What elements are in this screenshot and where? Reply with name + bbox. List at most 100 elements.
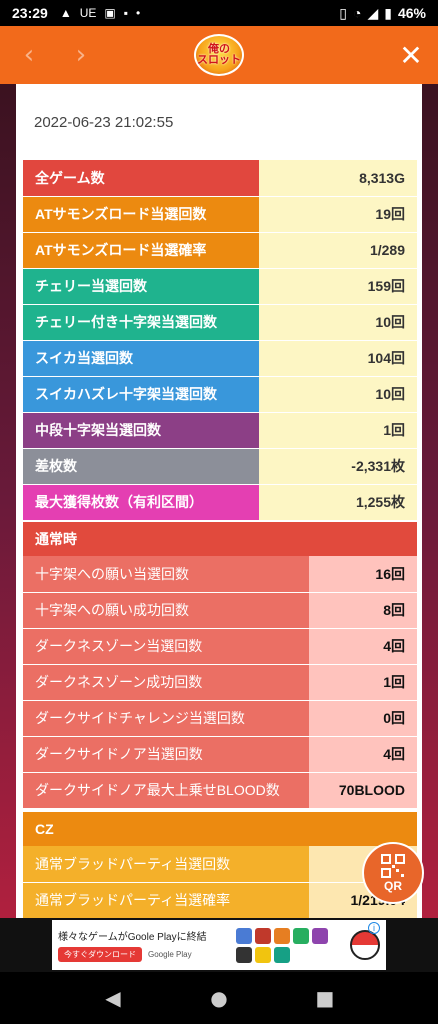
table-row: 十字架への願い成功回数 8回: [23, 592, 417, 629]
game-tile-icon: [255, 927, 271, 944]
logo-text: 俺の スロット: [197, 43, 241, 66]
section-title-normal: 通常時: [23, 522, 417, 556]
table-row: ダークサイドチャレンジ当選回数 0回: [23, 700, 417, 737]
status-bar: 23:29 ▲ UE ▣ ▪ • ▯ ◔ ◢ ▮ 46%: [0, 0, 438, 26]
row-value: 1/289: [259, 232, 417, 269]
back-arrow-icon[interactable]: ‹: [23, 40, 35, 70]
ue-label: UE: [79, 6, 97, 20]
row-value: 70BLOOD: [309, 772, 417, 809]
table-row: スイカ当選回数 104回: [23, 340, 417, 377]
clock: 23:29: [12, 5, 48, 21]
row-label: ATサモンズロード当選回数: [23, 196, 259, 233]
row-value: 4回: [309, 736, 417, 773]
table-row: 中段十字架当選回数 1回: [23, 412, 417, 449]
pokeball-icon: [350, 930, 380, 960]
row-value: 19回: [259, 196, 417, 233]
ad-content[interactable]: 様々なゲームがGoole Playに終結 今すぐダウンロード Google Pl…: [52, 920, 386, 970]
battery-percent: 46%: [397, 5, 426, 21]
row-label: チェリー当選回数: [23, 268, 259, 305]
section-title-cz: CZ: [23, 812, 417, 846]
ad-game-tiles: [236, 927, 346, 963]
game-tile-icon: [274, 927, 290, 944]
row-label: 差枚数: [23, 448, 259, 485]
recents-nav-icon[interactable]: ■: [315, 986, 335, 1010]
normal-section: 通常時 十字架への願い当選回数 16回 十字架への願い成功回数 8回 ダークネスゾーン当…: [23, 522, 417, 809]
table-row: 十字架への願い当選回数 16回: [23, 556, 417, 593]
table-row: チェリー当選回数 159回: [23, 268, 417, 305]
game-tile-icon: [293, 927, 309, 944]
wifi-icon: ◔: [353, 5, 362, 21]
table-row: ダークサイドノア当選回数 4回: [23, 736, 417, 773]
table-row: ダークネスゾーン当選回数 4回: [23, 628, 417, 665]
table-row: ATサモンズロード当選回数 19回: [23, 196, 417, 233]
row-label: スイカハズレ十字架当選回数: [23, 376, 259, 413]
home-nav-icon[interactable]: ●: [210, 986, 228, 1010]
row-value: 1回: [309, 664, 417, 701]
back-nav-icon[interactable]: ◀: [105, 986, 121, 1010]
table-row: ATサモンズロード当選確率 1/289: [23, 232, 417, 269]
row-label: 最大獲得枚数（有利区間）: [23, 484, 259, 521]
cz-section: CZ 通常ブラッドパーティ当選回数通常ブラッドパーティ当選確率1/219.04: [23, 812, 417, 918]
row-value: 10回: [259, 304, 417, 341]
ad-banner: 様々なゲームがGoole Playに終結 今すぐダウンロード Google Pl…: [0, 918, 438, 972]
game-tile-icon: [236, 927, 252, 944]
timestamp: 2022-06-23 21:02:55: [34, 114, 174, 131]
row-value: 16回: [309, 556, 417, 593]
row-label: ATサモンズロード当選確率: [23, 232, 259, 269]
row-label: スイカ当選回数: [23, 340, 259, 377]
row-value: 1,255枚: [259, 484, 417, 521]
row-label: ダークサイドノア最大上乗せBLOOD数: [23, 772, 309, 809]
table-row: スイカハズレ十字架当選回数 10回: [23, 376, 417, 413]
notification-icon: ▪: [123, 6, 128, 20]
table-row: 通常ブラッドパーティ当選確率1/219.04: [23, 882, 417, 918]
forward-arrow-icon[interactable]: ›: [75, 40, 87, 70]
ad-download-button[interactable]: 今すぐダウンロード: [58, 947, 142, 962]
table-row: 最大獲得枚数（有利区間） 1,255枚: [23, 484, 417, 521]
signal-icon: ◢: [367, 4, 379, 21]
game-tile-icon: [236, 946, 252, 963]
dot-icon: •: [135, 6, 141, 20]
table-row: チェリー付き十字架当選回数 10回: [23, 304, 417, 341]
row-label: 通常ブラッドパーティ当選確率: [23, 882, 309, 918]
result-card: 2022-06-23 21:02:55 全ゲーム数 8,313G ATサモンズロード…: [16, 84, 422, 918]
row-label: 通常ブラッドパーティ当選回数: [23, 846, 309, 883]
row-label: 十字架への願い当選回数: [23, 556, 309, 593]
table-row: 差枚数 -2,331枚: [23, 448, 417, 485]
table-row: ダークサイドノア最大上乗せBLOOD数 70BLOOD: [23, 772, 417, 809]
row-label: ダークサイドチャレンジ当選回数: [23, 700, 309, 737]
row-label: 十字架への願い成功回数: [23, 592, 309, 629]
row-value: 8,313G: [259, 160, 417, 197]
app-icon: ▣: [104, 6, 116, 20]
row-label: ダークネスゾーン当選回数: [23, 628, 309, 665]
battery-icon: ▮: [384, 4, 392, 21]
row-label: 中段十字架当選回数: [23, 412, 259, 449]
row-value: 104回: [259, 340, 417, 377]
qr-code-icon: [381, 854, 405, 878]
row-label: ダークネスゾーン成功回数: [23, 664, 309, 701]
row-value: -2,331枚: [259, 448, 417, 485]
row-label: 全ゲーム数: [23, 160, 259, 197]
table-row: 全ゲーム数 8,313G: [23, 160, 417, 197]
qr-button[interactable]: QR: [362, 842, 424, 904]
row-value: 4回: [309, 628, 417, 665]
table-row: 通常ブラッドパーティ当選回数: [23, 846, 417, 883]
row-value: 0回: [309, 700, 417, 737]
row-value: 159回: [259, 268, 417, 305]
system-nav-bar: ◀ ● ■: [0, 972, 438, 1024]
close-icon[interactable]: ✕: [399, 38, 423, 72]
stats-table: 全ゲーム数 8,313G ATサモンズロード当選回数 19回 ATサモンズロード当選確率…: [23, 160, 417, 521]
app-logo: 俺の スロット: [194, 34, 244, 76]
row-value: 8回: [309, 592, 417, 629]
row-value: 1回: [259, 412, 417, 449]
alert-icon: ▲: [59, 6, 72, 20]
app-header: ‹ › 俺の スロット ✕: [0, 26, 438, 84]
table-row: ダークネスゾーン成功回数 1回: [23, 664, 417, 701]
game-tile-icon: [255, 946, 271, 963]
row-value: 10回: [259, 376, 417, 413]
vibrate-icon: ▯: [339, 4, 347, 21]
ad-info-icon[interactable]: i: [368, 922, 380, 934]
row-label: ダークサイドノア当選回数: [23, 736, 309, 773]
row-label: チェリー付き十字架当選回数: [23, 304, 259, 341]
google-play-label: Google Play: [148, 950, 192, 959]
ad-title: 様々なゲームがGoole Playに終結: [58, 932, 207, 943]
